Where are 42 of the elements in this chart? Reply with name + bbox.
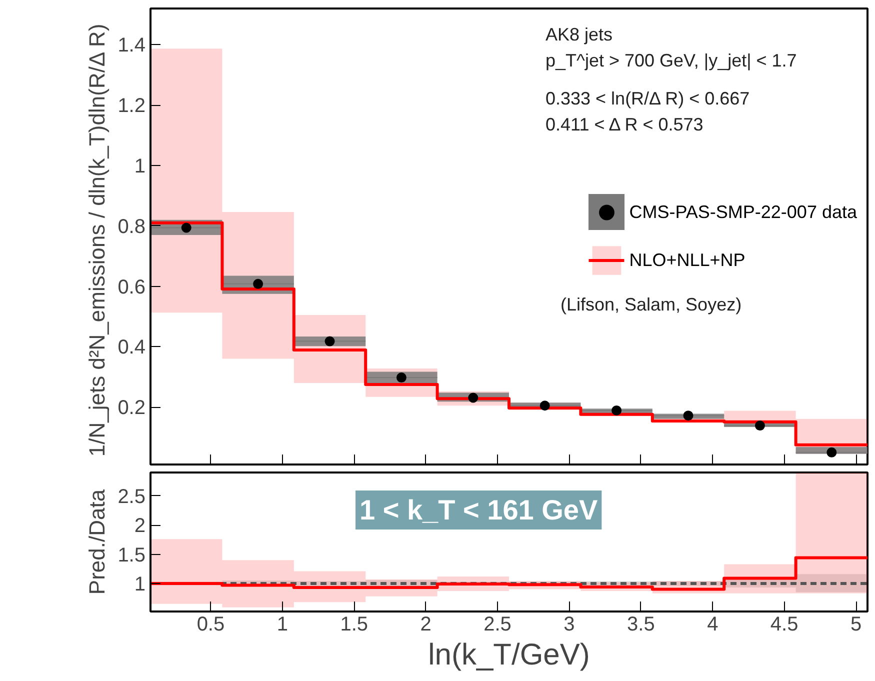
y-tick-label: 2	[134, 515, 146, 538]
x-tick-label: 3	[564, 614, 575, 636]
legend-label: NLO+NLL+NP	[629, 250, 746, 270]
x-tick-label: 4.5	[770, 614, 798, 636]
point	[612, 405, 622, 416]
x-tick-label: 2.5	[484, 614, 512, 636]
point	[181, 222, 192, 233]
y-tick-label: 1	[134, 573, 146, 596]
x-tick-label: 4	[707, 614, 718, 636]
y-tick-label: 1	[134, 156, 146, 178]
y-tick-label: 2.5	[118, 486, 146, 508]
point	[683, 410, 694, 421]
point	[468, 392, 478, 403]
point	[396, 372, 406, 383]
y-tick-label: 1.4	[118, 34, 146, 57]
x-tick-label: 2	[420, 614, 432, 636]
x-axis-title: ln(k_T/GeV)	[428, 638, 590, 672]
y-tick-label: 0.6	[118, 276, 146, 298]
y-tick-label: 1.2	[118, 95, 146, 118]
annotation: p_T^jet > 700 GeV, |y_jet| < 1.7	[546, 50, 797, 70]
point	[826, 447, 837, 458]
x-tick-label: 3.5	[627, 614, 655, 636]
x-tick-label: 1.5	[340, 614, 368, 636]
annotation: AK8 jets	[546, 24, 613, 44]
point	[754, 420, 765, 431]
y-axis-title: 1/N_jets d²N_emissions / dln(k_T)dln(R/Δ R)	[84, 24, 110, 457]
x-tick-label: 5	[850, 614, 862, 636]
point	[540, 400, 550, 411]
y-tick-label: 0.2	[118, 397, 146, 420]
legend-label: CMS-PAS-SMP-22-007 data	[629, 202, 857, 222]
point	[324, 336, 335, 346]
annotation: 0.333 < ln(R/Δ R) < 0.667	[546, 88, 750, 108]
y-tick-label: 1.5	[118, 544, 146, 566]
annotation: (Lifson, Salam, Soyez)	[560, 294, 742, 314]
y-tick-label: 0.8	[118, 216, 146, 238]
x-tick-label: 1	[276, 614, 288, 636]
annotation: 1 < k_T < 161 GeV	[360, 494, 598, 526]
annotation: 0.411 < Δ R < 0.573	[546, 114, 704, 134]
point	[253, 278, 264, 289]
x-tick-label: 0.5	[196, 614, 225, 636]
y-tick-label: 0.4	[118, 336, 146, 359]
y-axis-title: Pred./Data	[84, 488, 110, 595]
